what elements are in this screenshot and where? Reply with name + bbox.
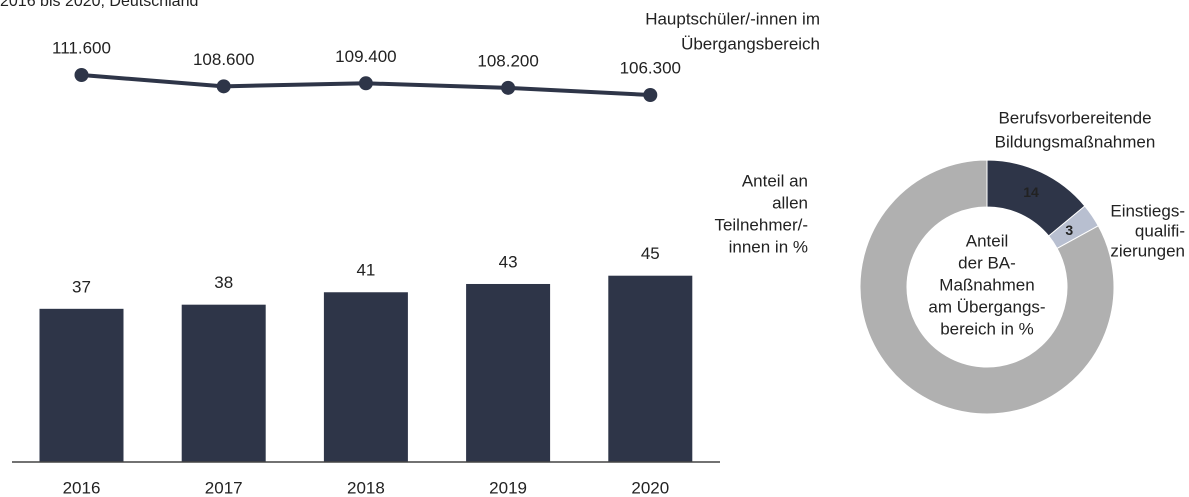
data-label: 108.600 — [193, 50, 254, 69]
bar — [181, 304, 266, 462]
data-label: 38 — [214, 273, 233, 292]
legend-label: qualifi- — [1135, 221, 1185, 240]
bar — [39, 308, 124, 462]
line-marker — [358, 76, 373, 91]
line-marker — [216, 79, 231, 94]
series-annotation: Teilnehmer/- — [714, 215, 808, 234]
legend-label: Berufsvorbereitende — [998, 108, 1151, 127]
data-label: 45 — [641, 244, 660, 263]
series-annotation: Anteil an — [742, 171, 808, 190]
subtitle: 2016 bis 2020, Deutschland — [0, 0, 198, 10]
data-label: 37 — [72, 277, 91, 296]
bar — [608, 275, 693, 462]
bar — [323, 292, 408, 462]
data-label: 106.300 — [620, 58, 681, 77]
data-label: 41 — [356, 261, 375, 280]
center-label: der BA- — [958, 253, 1016, 272]
data-label: 109.400 — [335, 47, 396, 66]
donut-slice — [859, 159, 1115, 415]
data-label: 43 — [499, 252, 518, 271]
x-tick-label: 2018 — [347, 478, 385, 497]
line-marker — [74, 68, 89, 82]
data-label: 108.200 — [477, 51, 538, 70]
series-annotation: Übergangsbereich — [681, 34, 820, 53]
center-label: Maßnahmen — [939, 275, 1034, 294]
series-annotation: innen in % — [729, 237, 808, 256]
center-label: Anteil — [966, 231, 1009, 250]
center-label: am Übergangs- — [928, 297, 1045, 316]
data-label: 14 — [1023, 184, 1039, 200]
x-tick-label: 2020 — [631, 478, 669, 497]
x-tick-label: 2016 — [63, 478, 101, 497]
center-label: bereich in % — [940, 319, 1034, 338]
legend-label: Bildungsmaßnahmen — [995, 132, 1156, 151]
legend-label: Einstiegs- — [1110, 201, 1185, 220]
series-annotation: allen — [772, 193, 808, 212]
bar — [466, 283, 551, 462]
line-marker — [501, 80, 516, 95]
data-label: 111.600 — [52, 38, 111, 57]
x-tick-label: 2019 — [489, 478, 527, 497]
series-annotation: Hauptschüler/-innen im — [645, 9, 820, 28]
data-label: 3 — [1065, 222, 1073, 238]
legend-label: zierungen — [1110, 241, 1185, 260]
x-tick-label: 2017 — [205, 478, 243, 497]
line-marker — [643, 88, 658, 102]
